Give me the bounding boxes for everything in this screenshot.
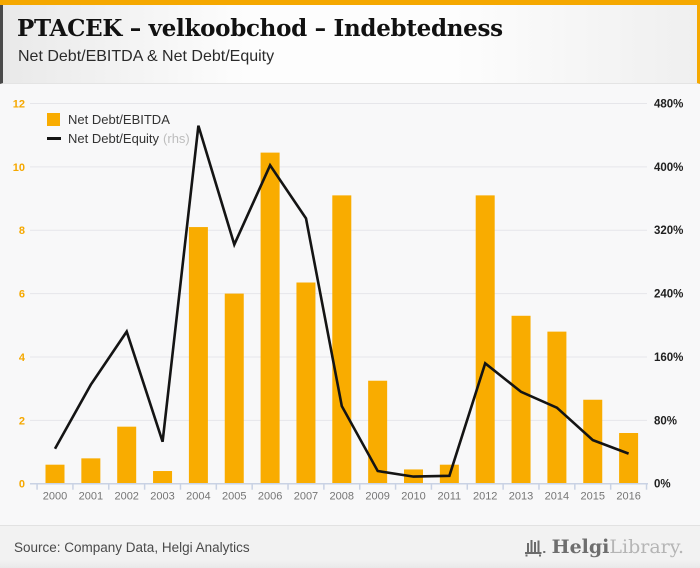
bar [332,195,352,484]
bar [224,293,244,484]
left-axis-tick-label: 6 [19,289,25,301]
left-axis-tick-label: 12 [13,99,25,111]
building-icon [523,537,547,557]
x-axis-year-label: 2007 [294,491,318,503]
x-axis-year-label: 2004 [186,491,210,503]
logo-text-library: Library. [609,536,684,558]
chart-legend: Net Debt/EBITDA Net Debt/Equity (rhs) [47,110,190,148]
page-subtitle: Net Debt/EBITDA & Net Debt/Equity [18,47,275,65]
legend-label: Net Debt/Equity [68,131,160,146]
right-axis-tick-label: 320% [654,225,683,237]
bar [45,464,65,484]
bar [475,195,495,484]
left-axis-tick-label: 0 [19,479,25,491]
right-axis-tick-label: 400% [654,162,683,174]
bar [153,471,173,484]
x-axis-year-label: 2001 [79,491,103,503]
x-axis-year-label: 2014 [545,491,569,503]
chart-header: PTACEK – velkoobchod – Indebtedness Net … [0,5,700,84]
x-axis-year-label: 2016 [616,491,640,503]
x-axis-year-label: 2000 [43,491,67,503]
chart-area: 0 0% 2 80% 4 160% 6 240% 8 320% 10 400% 12 480% 2000 20… [0,84,700,525]
legend-rhs-note: (rhs) [163,131,190,146]
legend-item-net-debt-ebitda: Net Debt/EBITDA [47,110,190,129]
left-axis-tick-label: 8 [19,225,25,237]
chart-svg: 0 0% 2 80% 4 160% 6 240% 8 320% 10 400% 12 480% 2000 20… [13,99,684,503]
page-title: PTACEK – velkoobchod – Indebtedness [17,15,503,42]
bar [260,152,280,484]
bar [583,399,603,484]
bar [117,426,137,484]
right-axis-tick-label: 240% [654,289,683,301]
x-axis-year-label: 2013 [509,491,533,503]
x-axis-year-label: 2010 [401,491,425,503]
bar [511,315,531,484]
left-axis-tick-label: 2 [19,415,25,427]
bar [81,458,101,484]
legend-label: Net Debt/EBITDA [68,112,170,127]
helgi-library-logo: Helgi Library. [523,536,684,558]
logo-text-helgi: Helgi [551,536,610,558]
x-axis-year-label: 2005 [222,491,246,503]
bar [296,282,316,484]
x-axis-year-label: 2008 [330,491,354,503]
x-axis-year-label: 2003 [150,491,174,503]
right-axis-tick-label: 160% [654,352,683,364]
bar [188,227,208,484]
bar [619,433,639,484]
x-axis-year-label: 2009 [365,491,389,503]
right-axis-tick-label: 480% [654,99,683,111]
left-axis-tick-label: 4 [19,352,26,364]
source-text: Source: Company Data, Helgi Analytics [14,539,250,555]
bar [368,380,388,484]
net-debt-equity-line [53,125,630,478]
bar-swatch-icon [47,113,60,126]
x-axis-year-label: 2011 [438,491,462,503]
line-swatch-icon [47,137,61,140]
x-axis-year-label: 2012 [473,491,497,503]
left-axis-tick-label: 10 [13,162,25,174]
x-axis-year-label: 2015 [581,491,605,503]
legend-item-net-debt-equity: Net Debt/Equity (rhs) [47,129,190,148]
accent-top-border [0,0,700,5]
right-axis-tick-label: 0% [654,479,671,491]
x-axis-year-label: 2006 [258,491,282,503]
chart-footer: Source: Company Data, Helgi Analytics [0,525,700,568]
x-axis-year-label: 2002 [114,491,138,503]
right-axis-tick-label: 80% [654,415,677,427]
